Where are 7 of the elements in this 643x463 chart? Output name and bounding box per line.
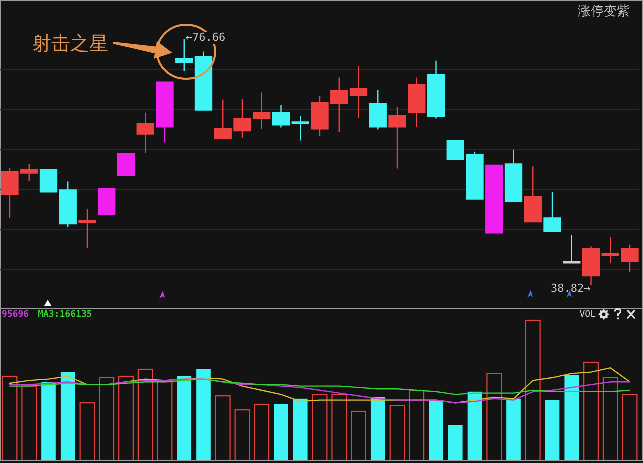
text: 95696 — [2, 310, 30, 320]
chart-title: 涨停变紫 — [578, 3, 630, 18]
annotation: 38.82→ — [551, 282, 592, 296]
chart-title: VOL — [580, 310, 596, 320]
text: MA3:166135 — [38, 310, 92, 320]
annotation: ←76.66 — [186, 31, 226, 44]
annotation: 射击之星 — [32, 33, 108, 55]
